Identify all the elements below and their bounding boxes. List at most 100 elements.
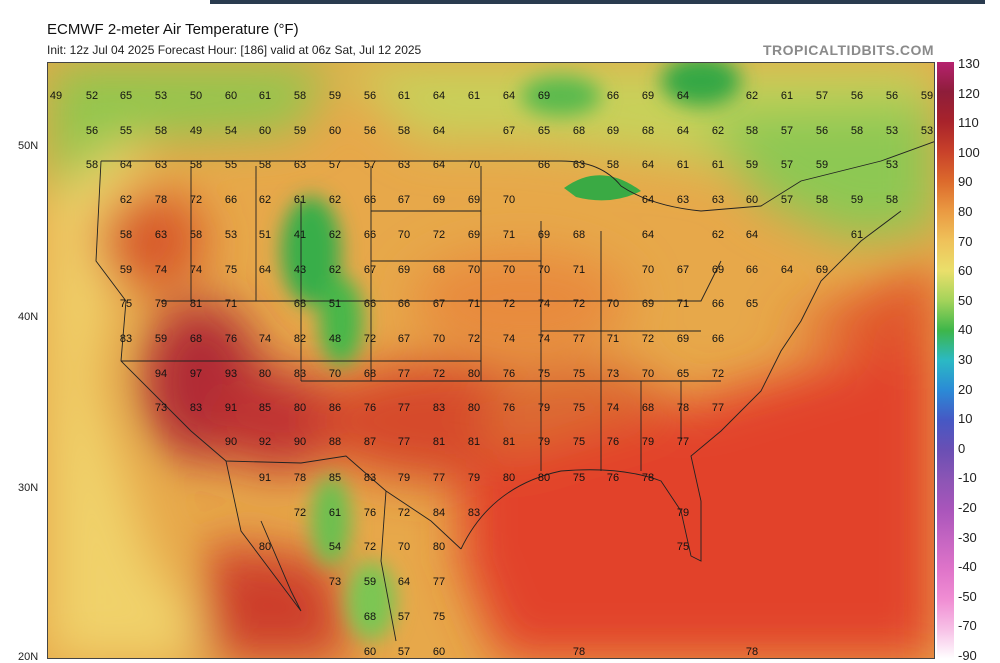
temperature-label: 59 [851,194,863,206]
temperature-label: 75 [573,436,585,448]
temperature-label: 70 [503,264,515,276]
temperature-label: 75 [573,402,585,414]
temperature-label: 64 [503,90,515,102]
temperature-label: 58 [294,90,306,102]
colorbar [937,62,954,659]
temperature-label: 83 [364,472,376,484]
temperature-label: 88 [329,436,341,448]
temperature-label: 74 [259,333,271,345]
temperature-label: 78 [155,194,167,206]
temperature-label: 74 [503,333,515,345]
temperature-label: 79 [398,472,410,484]
temperature-label: 67 [398,333,410,345]
temperature-label: 63 [155,229,167,241]
temperature-label: 70 [468,159,480,171]
temperature-label: 71 [225,298,237,310]
temperature-label: 76 [364,507,376,519]
temperature-label: 75 [120,298,132,310]
temperature-labels: 49 52 65 53 50 60 61 58 59 56 61 64 61 64 69 66 69 64 62 61… [50,90,933,658]
temperature-label: 57 [398,646,410,658]
colorbar-tick: -40 [958,559,977,575]
temperature-label: 78 [642,472,654,484]
temperature-label: 68 [364,368,376,380]
temperature-label: 63 [155,159,167,171]
temperature-label: 58 [746,125,758,137]
temperature-label: 59 [816,159,828,171]
temperature-label: 67 [364,264,376,276]
latitude-label-40n: 40N [18,311,39,323]
temperature-label: 68 [642,402,654,414]
temperature-label: 76 [364,402,376,414]
temperature-label: 72 [398,507,410,519]
temperature-label: 59 [746,159,758,171]
temperature-label: 68 [573,125,585,137]
temperature-label: 75 [573,368,585,380]
temperature-map[interactable]: 49 52 65 53 50 60 61 58 59 56 61 64 61 64 69 66 69 64 62 61… [47,62,935,659]
temperature-label: 80 [503,472,515,484]
temperature-label: 61 [259,90,271,102]
temperature-label: 62 [712,229,724,241]
temperature-label: 70 [642,368,654,380]
temperature-label: 66 [364,229,376,241]
map-canvas: 49 52 65 53 50 60 61 58 59 56 61 64 61 64 69 66 69 64 62 61… [48,63,934,658]
temperature-field [48,63,934,658]
temperature-label: 68 [433,264,445,276]
temperature-label: 76 [607,472,619,484]
temperature-label: 77 [433,472,445,484]
temperature-label: 79 [677,507,689,519]
temperature-label: 66 [746,264,758,276]
colorbar-tick: 60 [958,263,973,279]
temperature-label: 77 [398,402,410,414]
colorbar-tick: -20 [958,500,977,515]
temperature-label: 58 [607,159,619,171]
temperature-label: 63 [398,159,410,171]
temperature-label: 80 [538,472,550,484]
temperature-label: 70 [329,368,341,380]
temperature-label: 83 [433,402,445,414]
temperature-label: 62 [329,264,341,276]
temperature-label: 60 [259,125,271,137]
temperature-label: 56 [851,90,863,102]
temperature-label: 70 [398,541,410,553]
temperature-label: 62 [120,194,132,206]
colorbar-tick: -10 [958,470,977,486]
temperature-label: 66 [225,194,237,206]
temperature-label: 69 [468,229,480,241]
temperature-label: 83 [120,333,132,345]
temperature-label: 68 [294,298,306,310]
temperature-label: 77 [398,368,410,380]
temperature-label: 72 [190,194,202,206]
temperature-label: 83 [190,402,202,414]
temperature-label: 63 [712,194,724,206]
temperature-label: 71 [607,333,619,345]
temperature-label: 66 [538,159,550,171]
temperature-label: 65 [538,125,550,137]
temperature-label: 70 [538,264,550,276]
temperature-label: 51 [329,298,341,310]
temperature-label: 77 [398,436,410,448]
temperature-label: 64 [677,125,689,137]
temperature-label: 41 [294,229,306,241]
temperature-label: 58 [851,125,863,137]
temperature-label: 57 [781,194,793,206]
temperature-label: 53 [155,90,167,102]
latitude-label-30n: 30N [18,482,39,494]
temperature-label: 69 [538,229,550,241]
temperature-label: 65 [677,368,689,380]
temperature-label: 43 [294,264,306,276]
temperature-label: 66 [607,90,619,102]
temperature-label: 66 [712,333,724,345]
temperature-label: 58 [259,159,271,171]
temperature-label: 79 [538,402,550,414]
temperature-label: 80 [294,402,306,414]
map-title: ECMWF 2-meter Air Temperature (°F) [47,21,299,38]
temperature-label: 59 [329,90,341,102]
temperature-label: 57 [781,125,793,137]
temperature-label: 73 [155,402,167,414]
temperature-label: 79 [642,436,654,448]
temperature-label: 60 [329,125,341,137]
political-boundaries [95,141,934,642]
temperature-label: 64 [677,90,689,102]
temperature-label: 62 [329,229,341,241]
temperature-label: 69 [677,333,689,345]
